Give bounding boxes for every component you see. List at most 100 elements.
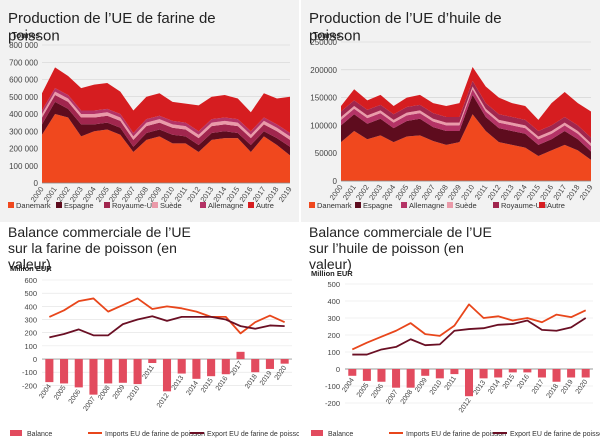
balance-bar [118,359,127,383]
balance-bar [45,359,54,383]
x-tick-label: 2014 [185,380,200,397]
y-tick-label: 100000 [310,121,337,130]
imports-line [48,297,286,335]
y-tick-label: 100 000 [9,162,38,171]
x-tick-label: 2008 [97,384,112,401]
series-area-4 [341,80,591,144]
balance-bar [207,359,216,377]
x-tick-label: 2017 [531,379,546,396]
legend-label-1: Espagne [363,201,393,210]
fishmeal-trade-balance-chart: Balance commerciale de l’UE sur la farine… [8,224,299,438]
legend-label-5: Autre [547,201,565,210]
x-tick-label: 2014 [512,183,529,202]
y-tick-label: 250000 [310,38,337,47]
x-tick-label: 2020 [274,365,289,382]
x-tick-label: 2009 [446,183,463,202]
x-tick-label: 2005 [94,185,111,204]
y-tick-label: 150000 [310,94,337,103]
chart-title: Balance commerciale de l’UE sur la farine… [8,224,191,272]
balance-bar [464,369,474,397]
x-tick-label: 2016 [516,373,531,390]
legend-label-0: Balance [27,431,52,438]
legend-label-2: Export EU de farine de poisson [510,431,600,438]
y-axis-label: Tonnes [313,31,341,40]
x-tick-label: 2004 [380,183,397,202]
fishoil-production-chart: Production de l’UE d’huile de poissonTonn… [309,10,595,210]
y-tick-label: -100 [325,382,340,391]
chart-title: Production de l’UE d’huile de poisson [309,10,502,44]
series-area-2 [341,89,591,152]
x-tick-label: 2019 [578,183,595,202]
legend-swatch-2 [401,202,407,208]
x-tick-label: 2006 [407,183,424,202]
x-tick-label: 2016 [215,375,230,392]
balance-bar [362,369,371,381]
legend-swatch-3 [447,202,453,208]
x-tick-label: 2010 [429,379,444,396]
balance-bar [479,369,488,379]
x-tick-label: 2018 [244,373,259,390]
x-tick-label: 2020 [575,379,590,396]
y-tick-label: -100 [22,368,37,377]
legend-label-0: Balance [328,431,353,438]
imports-line [351,303,587,351]
x-tick-label: 2018 [545,383,560,400]
legend-swatch-1 [355,202,361,208]
legend-label-3: Suède [160,201,182,210]
series-area-5 [341,67,591,138]
series-area-1 [341,94,591,160]
x-tick-label: 2007 [82,396,97,413]
series-area-0 [42,114,290,183]
y-tick-label: 0 [333,177,338,186]
x-tick-label: 2012 [458,397,473,414]
balance-bar [392,369,401,388]
balance-bar [494,369,503,378]
balance-bar [148,359,157,364]
y-tick-label: 0 [33,355,37,364]
legend-label-0: Danemark [317,201,352,210]
legend-label-1: Imports EU de farine de poisson [105,431,205,438]
balance-bar [421,369,430,376]
x-tick-label: 2016 [538,183,555,202]
series-area-2 [42,95,290,147]
y-tick-label: 100 [327,348,340,357]
x-tick-label: 2013 [473,379,488,396]
balance-bar [221,359,230,375]
y-tick-label: 600 000 [9,76,38,85]
fishmeal-production-panel: Production de l’UE de farine de poisson To… [0,0,299,222]
balance-bar [508,369,517,373]
x-tick-label: 2007 [420,183,437,202]
y-tick-label: 800 000 [9,41,38,50]
x-tick-label: 2001 [341,183,358,202]
legend-label-1: Espagne [64,201,94,210]
x-tick-label: 2012 [486,183,503,202]
legend-swatch-3 [152,202,158,208]
y-tick-label: -200 [22,381,37,390]
balance-bar [567,369,576,378]
y-tick-label: 400 000 [9,110,38,119]
x-tick-label: 2006 [68,388,83,405]
y-tick-label: 400 [24,302,37,311]
y-tick-label: 600 [24,276,37,285]
legend-swatch-1 [56,202,62,208]
y-tick-label: 500 [327,280,340,289]
balance-bar [89,359,98,395]
x-tick-label: 2004 [341,377,356,394]
y-tick-label: 100 [24,342,37,351]
y-tick-label: 0 [34,179,39,188]
legend-label-3: Suède [455,201,477,210]
y-tick-label: 300 000 [9,127,38,136]
legend-swatch-0 [311,430,323,436]
legend-label-2: Allemagne [409,201,444,210]
y-tick-label: 500 000 [9,93,38,102]
balance-bar [236,351,245,360]
y-tick-label: 700 000 [9,58,38,67]
balance-bar [406,369,415,388]
legend-swatch-0 [309,202,315,208]
balance-bar [435,369,444,379]
legend-label-4: Royaume-Uni [501,201,547,210]
series-area-5 [42,67,290,133]
x-tick-label: 2014 [487,379,502,396]
x-tick-label: 2017 [229,360,244,377]
